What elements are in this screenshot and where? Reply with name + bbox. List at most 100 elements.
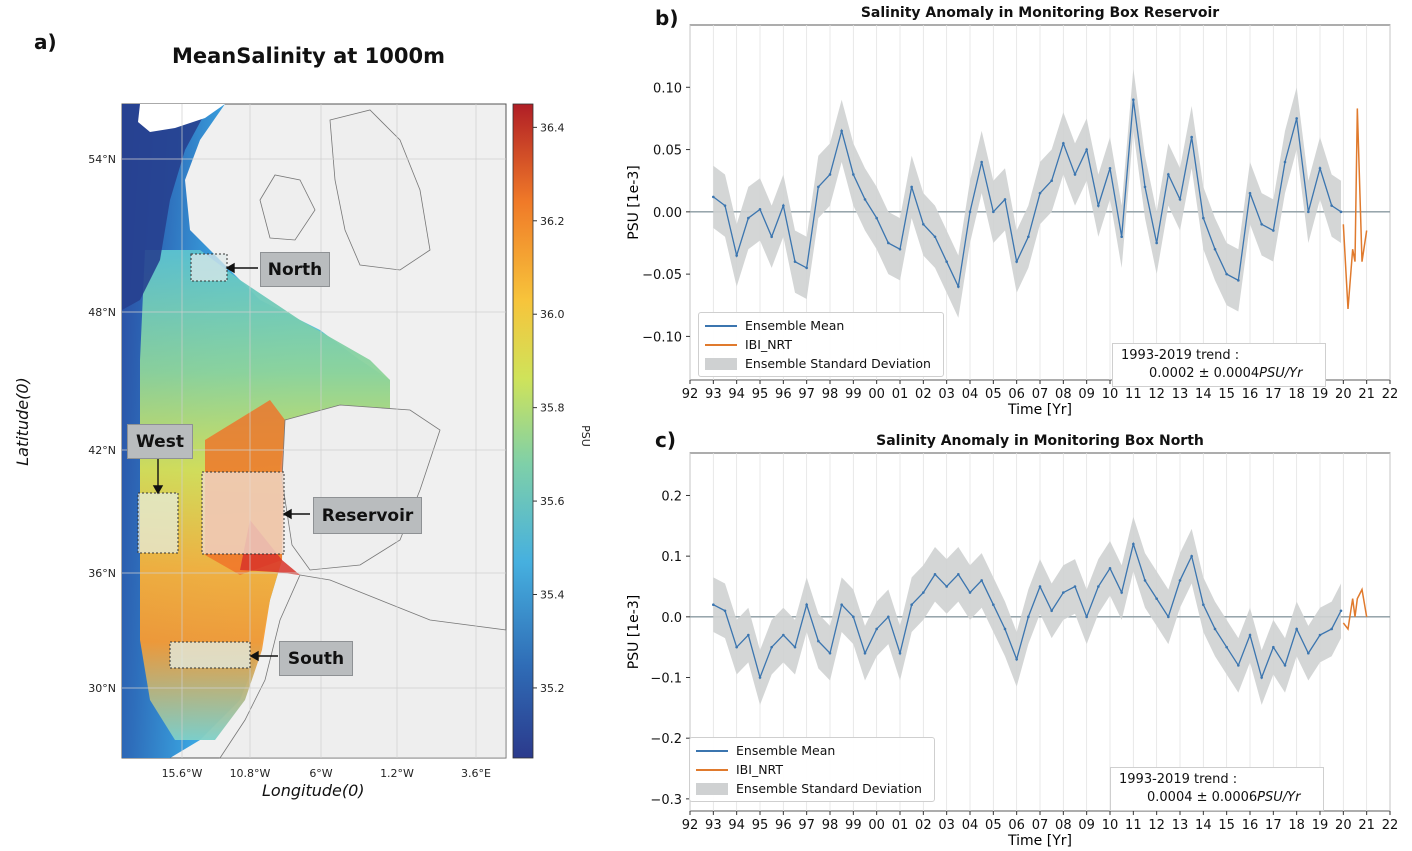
- ensemble-mean-point: [712, 195, 715, 199]
- x-tick-label: 22: [1382, 387, 1399, 402]
- ensemble-mean-point: [1307, 210, 1310, 214]
- std-band: [713, 516, 1341, 705]
- ensemble-mean-point: [898, 247, 902, 251]
- ensemble-mean-point: [1248, 633, 1252, 637]
- ensemble-mean-point: [1003, 198, 1007, 201]
- ensemble-mean-point: [840, 129, 843, 133]
- x-tick-label: 96: [775, 387, 792, 402]
- x-tick-label: 07: [1032, 818, 1049, 833]
- lat-tick-label: 48°N: [88, 306, 116, 319]
- x-tick-label: 08: [1055, 818, 1072, 833]
- ensemble-mean-point: [1272, 645, 1275, 649]
- ensemble-mean-point: [968, 591, 972, 594]
- ensemble-mean-point: [1225, 272, 1228, 276]
- ensemble-mean-point: [1155, 241, 1158, 245]
- ensemble-mean-point: [793, 645, 797, 649]
- x-tick-label: 05: [985, 387, 1002, 402]
- ensemble-mean-point: [933, 573, 937, 576]
- colorbar-tick-label: 36.0: [540, 308, 565, 321]
- colorbar-tick-label: 36.4: [540, 121, 565, 134]
- x-tick-label: 09: [1078, 387, 1095, 402]
- x-tick-label: 10: [1102, 818, 1119, 833]
- ensemble-mean-point: [1050, 179, 1053, 183]
- x-tick-label: 13: [1172, 387, 1189, 402]
- ensemble-mean-point: [1073, 585, 1077, 588]
- trend-b: 1993-2019 trend : 0.0002 ± 0.0004PSU/Yr: [1112, 343, 1326, 387]
- ensemble-mean-point: [957, 573, 960, 576]
- y-axis-label: PSU [1e-3]: [626, 165, 642, 239]
- north-label: North: [260, 252, 330, 287]
- colorbar-tick-label: 35.2: [540, 682, 565, 695]
- ensemble-mean-point: [782, 633, 785, 637]
- x-tick-label: 14: [1195, 387, 1212, 402]
- ensemble-mean-point: [1050, 609, 1053, 613]
- ensemble-mean-point: [828, 173, 832, 176]
- ensemble-mean-point: [910, 185, 913, 189]
- lon-tick-label: 15.6°W: [162, 767, 203, 780]
- trend-c: 1993-2019 trend : 0.0004 ± 0.0006PSU/Yr: [1110, 767, 1324, 811]
- ensemble-mean-point: [747, 216, 750, 220]
- y-tick-label: −0.10: [642, 330, 682, 345]
- ensemble-mean-point: [828, 651, 832, 655]
- ensemble-mean-point: [840, 603, 843, 606]
- ensemble-mean-point: [1097, 204, 1100, 207]
- ensemble-mean-point: [1202, 603, 1205, 606]
- ensemble-mean-point: [875, 216, 878, 220]
- x-tick-label: 01: [892, 387, 909, 402]
- x-tick-label: 99: [845, 387, 862, 402]
- ensemble-mean-point: [980, 160, 983, 164]
- ensemble-mean-point: [1213, 627, 1217, 631]
- x-tick-label: 16: [1242, 387, 1259, 402]
- x-tick-label: 99: [845, 818, 862, 833]
- ensemble-mean-point: [980, 579, 983, 582]
- lat-tick-label: 36°N: [88, 567, 116, 580]
- ensemble-mean-point: [852, 173, 855, 176]
- ensemble-mean-point: [1167, 173, 1170, 176]
- ensemble-mean-point: [805, 266, 808, 270]
- x-tick-label: 09: [1078, 818, 1095, 833]
- y-tick-label: 0.05: [653, 144, 682, 159]
- x-tick-label: 20: [1335, 387, 1352, 402]
- chart-title: Salinity Anomaly in Monitoring Box Reser…: [861, 5, 1219, 21]
- reservoir-label: Reservoir: [313, 497, 422, 534]
- x-tick-label: 22: [1382, 818, 1399, 833]
- ensemble-mean-point: [1283, 160, 1287, 164]
- x-tick-label: 11: [1125, 818, 1142, 833]
- x-tick-label: 05: [985, 818, 1002, 833]
- ensemble-mean-point: [723, 204, 727, 207]
- ensemble-mean-point: [1132, 542, 1135, 546]
- salinity-map: 54°N 48°N 42°N 36°N 30°N 15.6°W 10.8°W 6°W 1.2°…: [88, 103, 592, 780]
- x-tick-label: 06: [1008, 387, 1025, 402]
- ensemble-mean-point: [945, 260, 948, 263]
- x-tick-label: 20: [1335, 818, 1352, 833]
- x-tick-label: 98: [822, 818, 839, 833]
- ensemble-mean-point: [922, 591, 925, 594]
- ensemble-mean-point: [1003, 627, 1007, 631]
- ensemble-mean-point: [992, 210, 995, 214]
- ensemble-mean-point: [1178, 198, 1182, 201]
- x-tick-label: 10: [1102, 387, 1119, 402]
- x-tick-label: 93: [705, 818, 722, 833]
- map-xlabel: Longitude(0): [262, 781, 365, 800]
- ensemble-mean-point: [1272, 229, 1275, 232]
- ensemble-mean-point: [735, 254, 738, 257]
- ensemble-mean-point: [992, 603, 995, 606]
- ensemble-mean-point: [1155, 597, 1158, 600]
- ensemble-mean-point: [1038, 191, 1042, 195]
- ensemble-mean-point: [1108, 566, 1112, 570]
- x-tick-label: 03: [938, 818, 955, 833]
- ensemble-mean-point: [1038, 585, 1042, 588]
- ensemble-mean-point: [887, 615, 890, 619]
- ensemble-mean-point: [1339, 609, 1343, 613]
- ensemble-mean-point: [1132, 98, 1135, 102]
- ensemble-mean-point: [1330, 627, 1333, 631]
- panel-a-letter: a): [34, 30, 57, 54]
- ensemble-mean-point: [770, 235, 773, 239]
- ensemble-mean-point: [723, 609, 727, 613]
- ensemble-mean-point: [863, 651, 867, 655]
- y-tick-label: 0.1: [661, 550, 682, 565]
- x-tick-label: 97: [798, 818, 815, 833]
- lon-tick-label: 1.2°W: [380, 767, 414, 780]
- y-tick-label: −0.1: [650, 672, 682, 687]
- ensemble-mean-point: [922, 222, 925, 226]
